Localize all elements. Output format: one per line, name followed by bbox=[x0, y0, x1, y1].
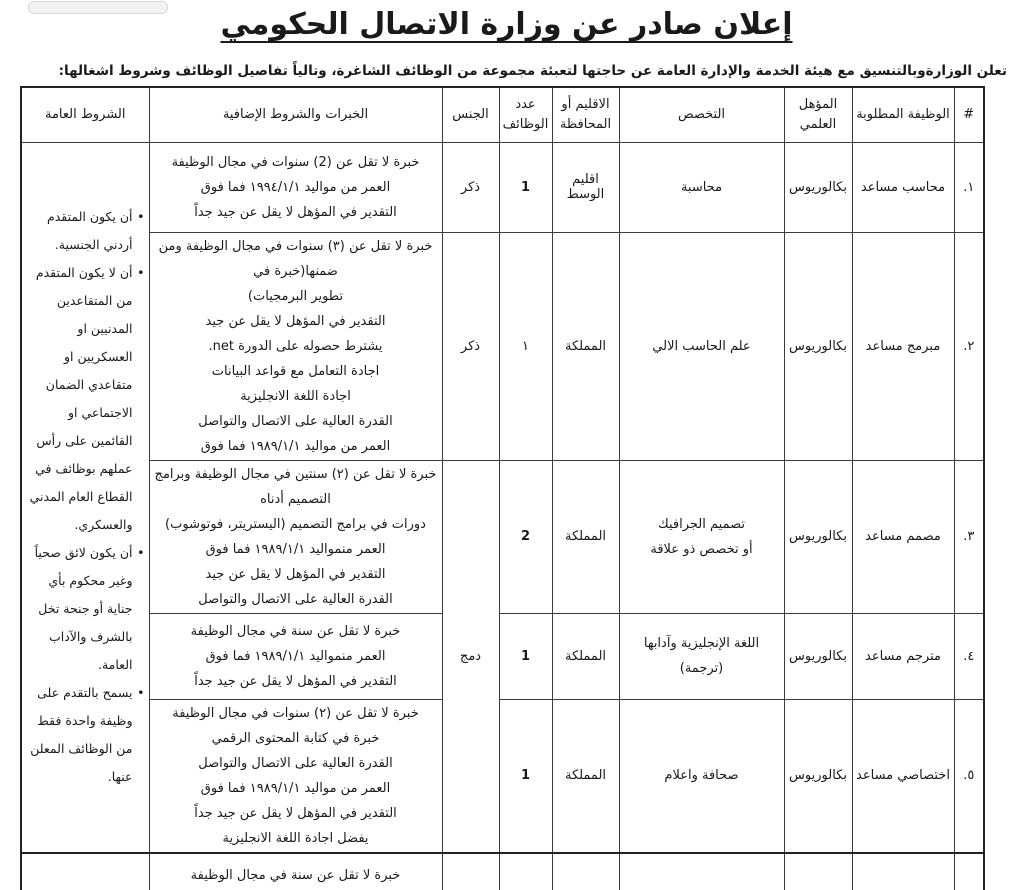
column-header-general-conditions: الشروط العامة bbox=[20, 86, 150, 143]
cell-gender-merged: دمج bbox=[441, 459, 500, 853]
cell-row-number: ٢. bbox=[953, 231, 985, 461]
cell-row-number: ٥. bbox=[953, 698, 985, 853]
cell-qualification: بكالوريوس bbox=[783, 851, 853, 890]
cell-row-number bbox=[953, 851, 985, 890]
cell-region: المملكة bbox=[551, 612, 620, 700]
cell-region: اقليم الوسط bbox=[551, 141, 620, 233]
cell-experience: خبرة لا تقل عن سنة في مجال الوظيفة العمر … bbox=[148, 612, 443, 700]
cell-region: المملكة bbox=[551, 851, 620, 890]
cell-experience: خبرة لا تقل عن (٢) سنوات في مجال الوظيفة… bbox=[148, 698, 443, 853]
page-subtitle: تعلن الوزارةوبالتنسيق مع هيئة الخدمة وال… bbox=[58, 63, 1007, 79]
column-header-job: الوظيفة المطلوبة bbox=[851, 86, 955, 143]
cell-region: المملكة bbox=[551, 231, 620, 461]
cell-region: المملكة bbox=[551, 459, 620, 614]
cell-gender: ذكر bbox=[441, 141, 500, 233]
cell-experience: خبرة لا تقل عن (٢) سنتين في مجال الوظيفة… bbox=[148, 459, 443, 614]
column-header-count: عدد الوظائف bbox=[498, 86, 553, 143]
cell-general-conditions: أن يكون المتقدم أردني الجنسية.أن لا يكون… bbox=[20, 141, 150, 853]
cell-general-conditions bbox=[20, 851, 150, 890]
column-header-number: # bbox=[953, 86, 985, 143]
cell-row-number: ٤. bbox=[953, 612, 985, 700]
cell-qualification: بكالوريوس bbox=[783, 459, 853, 614]
cell-experience: خبرة لا تقل عن (٣) سنوات في مجال الوظيفة… bbox=[148, 231, 443, 461]
column-header-specialization: التخصص bbox=[618, 86, 785, 143]
cell-specialization: تصميم الجرافيك أو تخصص ذو علاقة bbox=[618, 459, 785, 614]
page-title: إعلان صادر عن وزارة الاتصال الحكومي bbox=[220, 7, 793, 42]
cell-vacancy-count: 1 bbox=[498, 612, 553, 700]
cell-job-title: اختصاصي مساعد bbox=[851, 698, 955, 853]
scrollbar-remnant[interactable] bbox=[28, 1, 168, 14]
cell-qualification: بكالوريوس bbox=[783, 141, 853, 233]
column-header-experience: الخبرات والشروط الإضافية bbox=[148, 86, 443, 143]
cell-gender: ذكر bbox=[441, 231, 500, 461]
cell-job-title: مترجم مساعد bbox=[851, 612, 955, 700]
cell-specialization: صحافة واعلام bbox=[618, 851, 785, 890]
cell-gender bbox=[441, 851, 500, 890]
table-row: اختصاصي مساعد بكالوريوس صحافة واعلام الم… bbox=[20, 851, 985, 890]
cell-vacancy-count: 1 bbox=[498, 851, 553, 890]
cell-job-title: اختصاصي مساعد bbox=[851, 851, 955, 890]
cell-job-title: مبرمج مساعد bbox=[851, 231, 955, 461]
cell-specialization: صحافة واعلام bbox=[618, 698, 785, 853]
table-row: ٣. مصمم مساعد بكالوريوس تصميم الجرافيك أو… bbox=[21, 459, 985, 853]
cell-job-title: محاسب مساعد bbox=[851, 141, 955, 233]
jobs-table: # الوظيفة المطلوبة المؤهل العلمي التخصص … bbox=[20, 86, 985, 890]
table-row: ١. محاسب مساعد بكالوريوس محاسبة اقليم ال… bbox=[20, 141, 985, 853]
column-header-region: الاقليم أو المحافظة bbox=[551, 86, 620, 143]
cell-vacancy-count: 1 bbox=[498, 141, 553, 233]
column-header-qualification: المؤهل العلمي bbox=[783, 86, 853, 143]
cell-specialization: محاسبة bbox=[618, 141, 785, 233]
cell-vacancy-count: 2 bbox=[498, 459, 553, 614]
cell-qualification: بكالوريوس bbox=[783, 698, 853, 853]
cell-vacancy-count: ١ bbox=[498, 231, 553, 461]
cell-specialization: اللغة الإنجليزية وآدابها (ترجمة) bbox=[618, 612, 785, 700]
table-row: ٢. مبرمج مساعد بكالوريوس علم الحاسب الال… bbox=[21, 231, 985, 461]
table-row: ٥. اختصاصي مساعد بكالوريوس صحافة واعلام … bbox=[21, 698, 985, 853]
column-header-gender: الجنس bbox=[441, 86, 500, 143]
cell-row-number: ٣. bbox=[953, 459, 985, 614]
cell-qualification: بكالوريوس bbox=[783, 231, 853, 461]
cell-specialization: علم الحاسب الالي bbox=[618, 231, 785, 461]
cell-vacancy-count: 1 bbox=[498, 698, 553, 853]
cell-qualification: بكالوريوس bbox=[783, 612, 853, 700]
cell-job-title: مصمم مساعد bbox=[851, 459, 955, 614]
cell-region: المملكة bbox=[551, 698, 620, 853]
cell-row-number: ١. bbox=[953, 141, 985, 233]
table-row: ٤. مترجم مساعد بكالوريوس اللغة الإنجليزي… bbox=[21, 612, 985, 700]
table-header-row: # الوظيفة المطلوبة المؤهل العلمي التخصص … bbox=[20, 86, 985, 143]
cell-experience: خبرة لا تقل عن (2) سنوات في مجال الوظيفة… bbox=[148, 141, 443, 233]
